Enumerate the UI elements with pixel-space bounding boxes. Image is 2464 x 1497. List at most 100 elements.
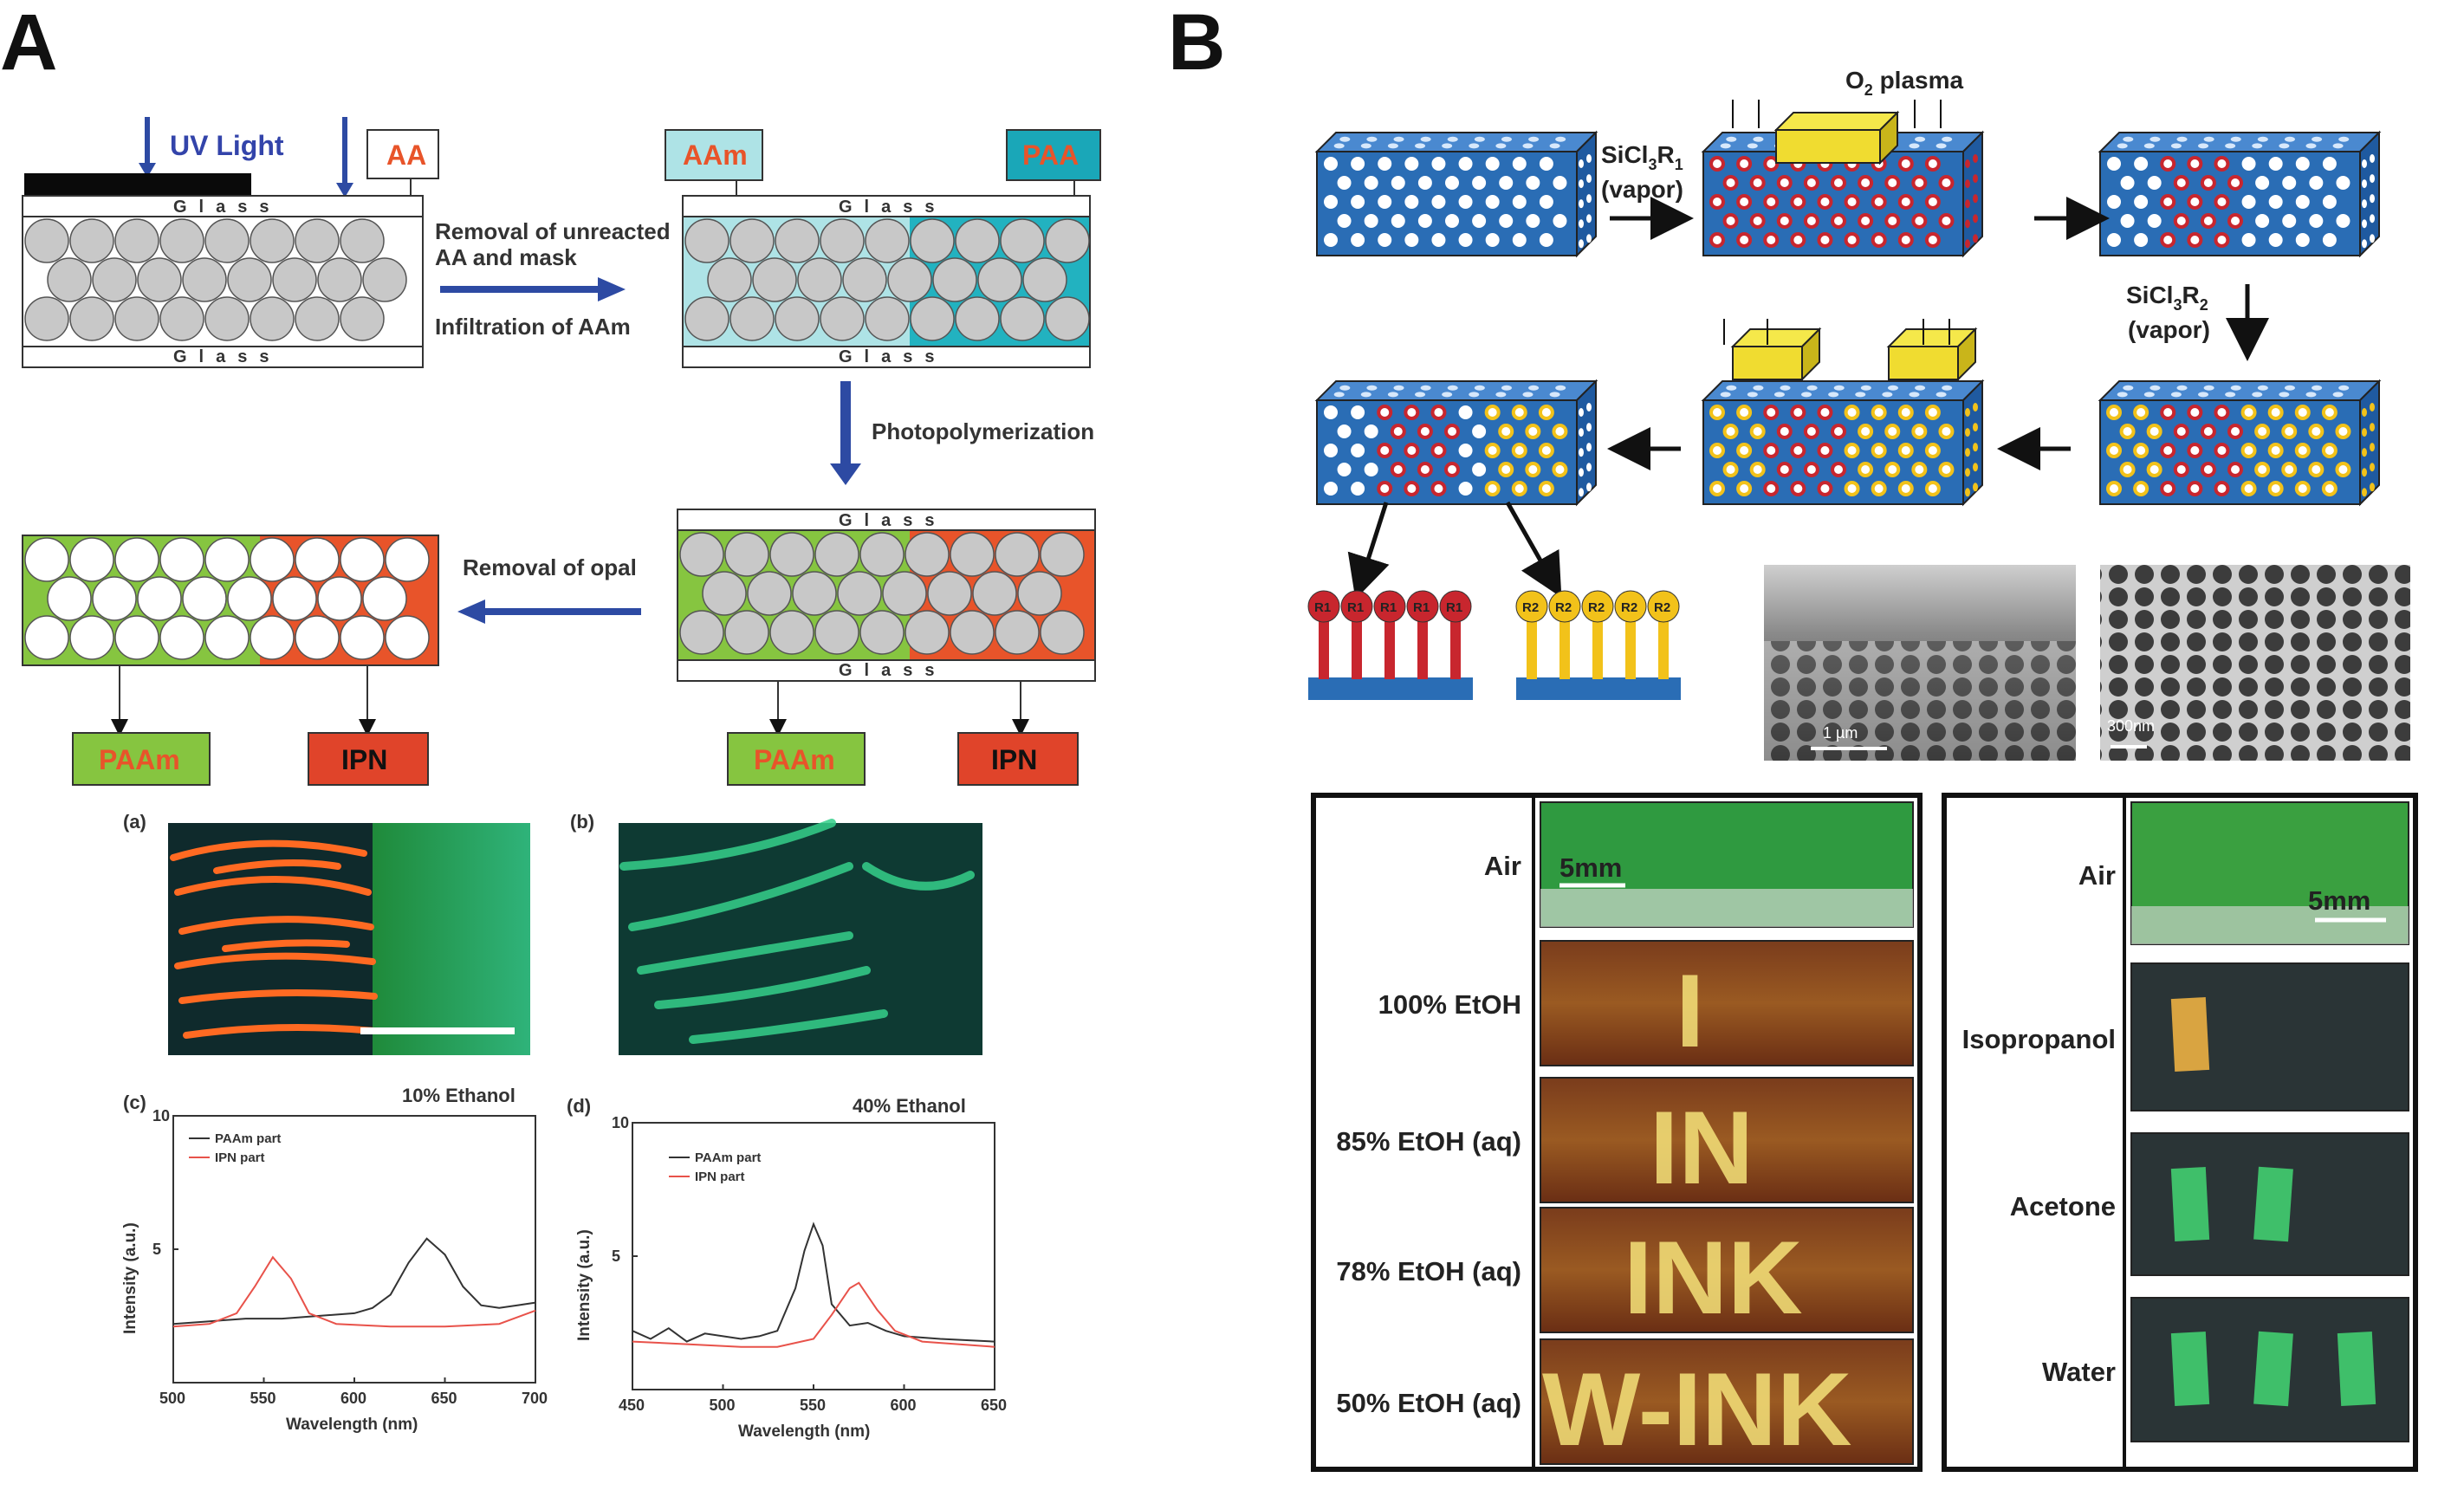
step-aa-and-mask: AA and mask [435, 244, 577, 270]
pore-center [2190, 484, 2200, 493]
top-pore [1522, 143, 1534, 149]
sphere [729, 218, 775, 263]
sphere [865, 296, 910, 341]
chart-c: (c) 10% Ethanol 500 550 600 650 700 5 10 PAAm … [121, 1085, 548, 1434]
y-tick-label: 10 [152, 1107, 170, 1124]
glass-label: Glass [173, 198, 281, 217]
sphere [250, 615, 295, 660]
pore [1458, 405, 1473, 419]
pore [2322, 233, 2337, 247]
top-pore [2312, 385, 2323, 391]
top-pore [1915, 385, 1926, 391]
top-pore [1360, 392, 1371, 398]
pore-center [2203, 427, 2213, 436]
pore [2295, 157, 2310, 171]
stem [1450, 617, 1461, 679]
side-pore [1965, 448, 1970, 457]
pore-center [1501, 465, 1511, 474]
pore-center [1793, 484, 1803, 493]
top-pore [1747, 143, 1758, 149]
legend-ipn: IPN part [215, 1150, 265, 1165]
group-label: R2 [1621, 600, 1637, 615]
pore-center [2338, 427, 2348, 436]
side-pore [2370, 443, 2375, 452]
step-removal-opal: Removal of opal [463, 554, 637, 580]
solvent-label: Water [2042, 1357, 2116, 1387]
pore [1472, 463, 1487, 476]
pore-center [1740, 408, 1749, 417]
pore-center [1434, 484, 1443, 493]
sphere [24, 615, 69, 660]
side-pore [2362, 239, 2367, 249]
sphere [684, 218, 729, 263]
sphere [729, 296, 775, 341]
pore-center [1726, 465, 1735, 474]
sphere [340, 218, 385, 263]
side-pore [2370, 483, 2375, 492]
pore [1404, 195, 1419, 209]
top-pore [1942, 385, 1953, 391]
pore [2309, 214, 2324, 228]
sphere [679, 532, 724, 577]
sphere [724, 610, 769, 655]
sphere [910, 296, 955, 341]
cube-side [1576, 130, 1597, 258]
stem [1319, 617, 1329, 679]
pore-center [2203, 178, 2213, 187]
group-label: R1 [1314, 600, 1331, 615]
pore-center [1806, 178, 1816, 187]
sem-cross-section-pores [1764, 641, 2076, 761]
side-pore [1973, 174, 1978, 184]
sphere [204, 296, 250, 341]
pore-center [1861, 465, 1871, 474]
pore [1458, 482, 1473, 496]
side-pore [1579, 448, 1584, 457]
pore [2147, 176, 2162, 190]
pore [2282, 214, 2297, 228]
pore-center [2110, 484, 2118, 493]
top-pore [2150, 385, 2161, 391]
side-pore [1973, 154, 1978, 163]
pore-center [2244, 484, 2253, 493]
pore-center [1488, 446, 1497, 455]
top-pore [1833, 385, 1845, 391]
side-pore [1586, 234, 1592, 243]
pore [1324, 233, 1338, 247]
plasma-mask-1 [1773, 110, 1900, 165]
x-tick-label: 600 [340, 1390, 366, 1407]
pore [1364, 463, 1378, 476]
photo-a-tag: (a) [123, 811, 146, 833]
sphere [679, 610, 724, 655]
top-pore [1780, 385, 1791, 391]
head [1439, 590, 1472, 623]
sphere [227, 576, 272, 621]
top-pore [2305, 143, 2317, 149]
pore [2107, 157, 2121, 171]
pore [1539, 233, 1553, 247]
sphere [752, 257, 797, 302]
pore-center [1834, 427, 1843, 436]
pore-center [1915, 178, 1924, 187]
pore-center [2190, 159, 2200, 168]
vapor-step-2: SiCl3R2 [2126, 282, 2208, 314]
pattern-patch [2170, 1332, 2210, 1406]
sample-photo [2130, 962, 2409, 1111]
pore [1512, 157, 1527, 171]
top-pore [1882, 392, 1893, 398]
pore-center [1901, 198, 1910, 206]
porous-cube [1701, 379, 1985, 507]
pore-center [1420, 427, 1430, 436]
top-pore [1753, 136, 1764, 142]
pore [1458, 157, 1473, 171]
pore [1337, 214, 1352, 228]
side-pore [2370, 463, 2375, 472]
pore-center [1528, 427, 1538, 436]
pore [2241, 157, 2256, 171]
cube-top [2098, 132, 2382, 152]
series-line [172, 1237, 536, 1325]
top-pore [1555, 385, 1566, 391]
top-pore [1447, 136, 1458, 142]
top-pore [2279, 143, 2290, 149]
cube-top [1314, 380, 1598, 401]
top-pore [1753, 385, 1764, 391]
